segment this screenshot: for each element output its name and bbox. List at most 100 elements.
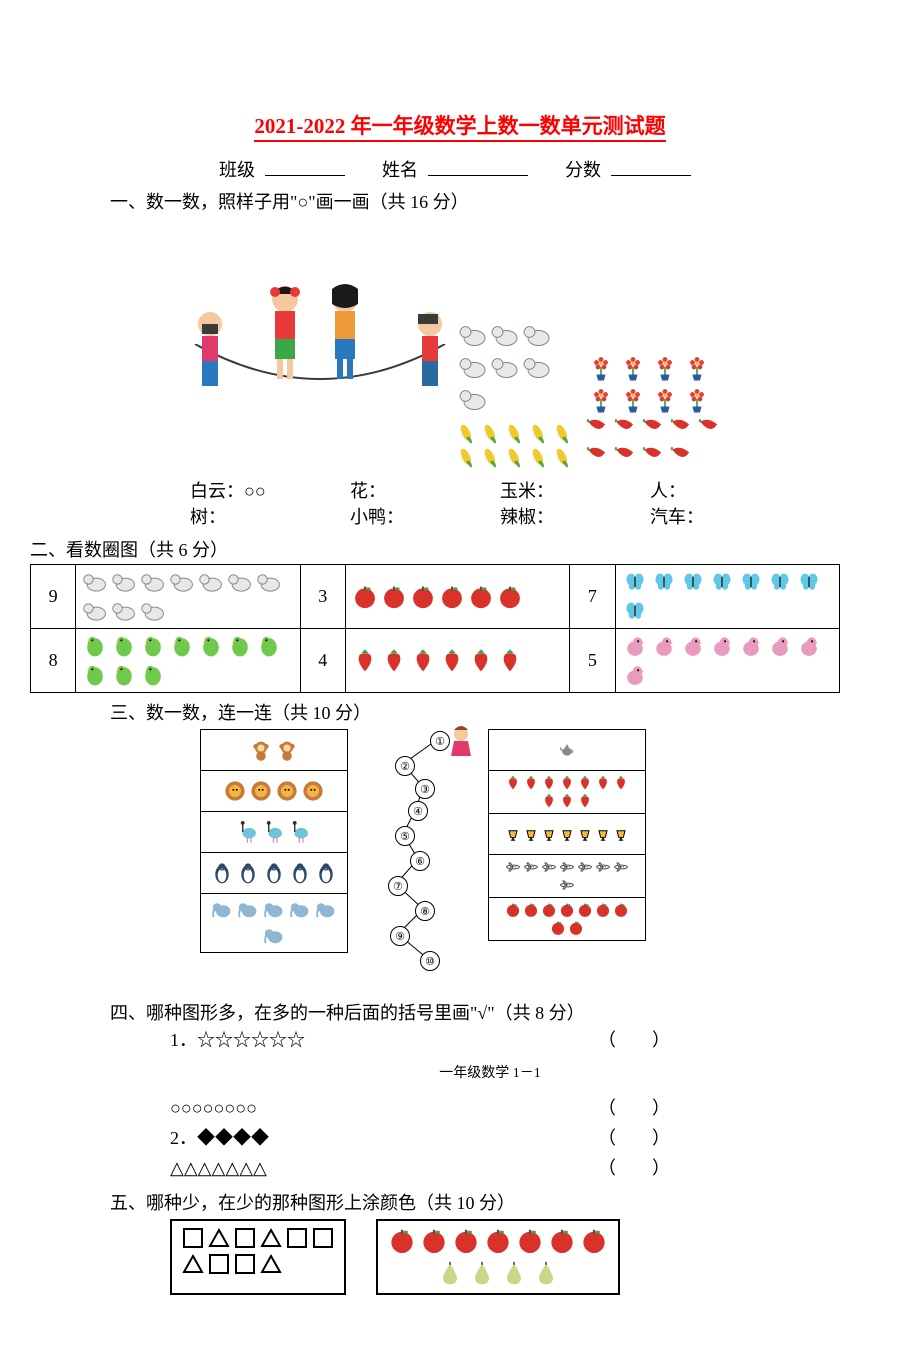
class-blank[interactable] xyxy=(265,161,345,176)
chain-number: ⑨ xyxy=(390,926,410,946)
lion-icon xyxy=(223,779,247,803)
flower-icon xyxy=(586,352,616,382)
q2-icons xyxy=(76,565,300,629)
pepper-icon xyxy=(639,442,665,468)
apple-icon xyxy=(484,1227,512,1255)
chain-number: ⑦ xyxy=(388,876,408,896)
name-blank[interactable] xyxy=(428,161,528,176)
square-icon xyxy=(182,1227,204,1249)
apple-icon xyxy=(352,584,378,610)
chain-number: ② xyxy=(395,756,415,776)
q1-label: 树： xyxy=(190,504,350,530)
butterfly-icon xyxy=(738,569,764,595)
strawberry-icon xyxy=(577,775,593,791)
triangle-icon xyxy=(260,1253,282,1275)
penguin-icon xyxy=(288,861,312,885)
parrot-icon xyxy=(82,662,108,688)
paren[interactable]: （ ） xyxy=(598,1025,670,1055)
penguin-icon xyxy=(210,861,234,885)
pear-icon xyxy=(436,1259,464,1287)
q1-label: 花： xyxy=(350,478,500,504)
lion-icon xyxy=(301,779,325,803)
butterfly-icon xyxy=(709,569,735,595)
elephant-icon xyxy=(262,898,286,922)
duck-icon xyxy=(522,320,552,350)
paren[interactable]: （ ） xyxy=(598,1153,670,1183)
ducks-cluster xyxy=(458,320,578,414)
q1-illustration xyxy=(190,274,810,414)
parrot-icon xyxy=(256,633,282,659)
apple-icon xyxy=(580,1227,608,1255)
plane-icon xyxy=(613,859,629,875)
apple-icon xyxy=(548,1227,576,1255)
flowers-cluster xyxy=(586,352,716,414)
square-icon xyxy=(312,1227,334,1249)
apple-icon xyxy=(497,584,523,610)
plane-icon xyxy=(559,877,575,893)
chain-number: ③ xyxy=(415,779,435,799)
strawberry-icon xyxy=(559,793,575,809)
q3-cell xyxy=(489,730,645,771)
chick-icon xyxy=(738,633,764,659)
q5-heading: 五、哪种少，在少的那种图形上涂颜色（共 10 分） xyxy=(110,1189,810,1215)
cup-icon xyxy=(595,826,611,842)
q2-number: 4 xyxy=(300,629,345,693)
q1-label: 玉米： xyxy=(500,478,650,504)
q3-cell xyxy=(201,812,347,853)
cup-icon xyxy=(505,826,521,842)
strawberry-icon xyxy=(613,775,629,791)
duck-icon xyxy=(169,569,195,595)
parrot-icon xyxy=(227,633,253,659)
q3-cell xyxy=(201,730,347,771)
strawberry-icon xyxy=(559,775,575,791)
chick-icon xyxy=(796,633,822,659)
duck-icon xyxy=(458,320,488,350)
strawberry-icon xyxy=(468,648,494,674)
q4-row: △△△△△△△（ ） xyxy=(170,1153,670,1183)
monkey-icon xyxy=(275,738,299,762)
score-blank[interactable] xyxy=(611,161,691,176)
paren[interactable]: （ ） xyxy=(598,1093,670,1123)
chick-icon xyxy=(767,633,793,659)
elephant-icon xyxy=(262,924,286,948)
paren[interactable]: （ ） xyxy=(598,1123,670,1153)
q3-right-col xyxy=(488,729,646,941)
strawberry-icon xyxy=(541,775,557,791)
duck-icon xyxy=(458,384,488,414)
chain-number: ⑤ xyxy=(395,826,415,846)
strawberry-icon xyxy=(410,648,436,674)
cup-icon xyxy=(541,826,557,842)
q1-heading: 一、数一数，照样子用"○"画一画（共 16 分） xyxy=(110,188,810,214)
chain-number: ④ xyxy=(408,801,428,821)
q3-cell xyxy=(201,771,347,812)
duck-icon xyxy=(458,352,488,382)
q3-heading: 三、数一数，连一连（共 10 分） xyxy=(110,699,810,725)
header-line: 班级 姓名 分数 xyxy=(110,156,810,182)
apple-icon xyxy=(381,584,407,610)
parrot-icon xyxy=(111,662,137,688)
q4-body: 1．☆☆☆☆☆☆（ ）一年级数学 1－1○○○○○○○○（ ）2．◆◆◆◆（ ）… xyxy=(170,1025,810,1183)
cup-icon xyxy=(577,826,593,842)
butterfly-icon xyxy=(767,569,793,595)
plane-icon xyxy=(577,859,593,875)
pepper-icon xyxy=(667,442,693,468)
ostrich-icon xyxy=(236,820,260,844)
chain-number: ⑥ xyxy=(410,851,430,871)
pepper-cluster xyxy=(583,414,723,468)
kids-svg xyxy=(190,274,450,414)
q4-row: 1．☆☆☆☆☆☆（ ） xyxy=(170,1025,670,1055)
pear-icon xyxy=(468,1259,496,1287)
q2-heading: 二、看数圈图（共 6 分） xyxy=(30,536,810,562)
plane-icon xyxy=(523,859,539,875)
apple-icon xyxy=(439,584,465,610)
pepper-icon xyxy=(583,414,609,440)
duck-icon xyxy=(111,569,137,595)
plane-icon xyxy=(595,859,611,875)
q1-label: 小鸭： xyxy=(350,504,500,530)
q2-number: 3 xyxy=(300,565,345,629)
strawberry-icon xyxy=(577,793,593,809)
strawberry-icon xyxy=(497,648,523,674)
apple-icon xyxy=(613,902,629,918)
triangle-icon xyxy=(182,1253,204,1275)
corn-icon xyxy=(527,446,549,468)
